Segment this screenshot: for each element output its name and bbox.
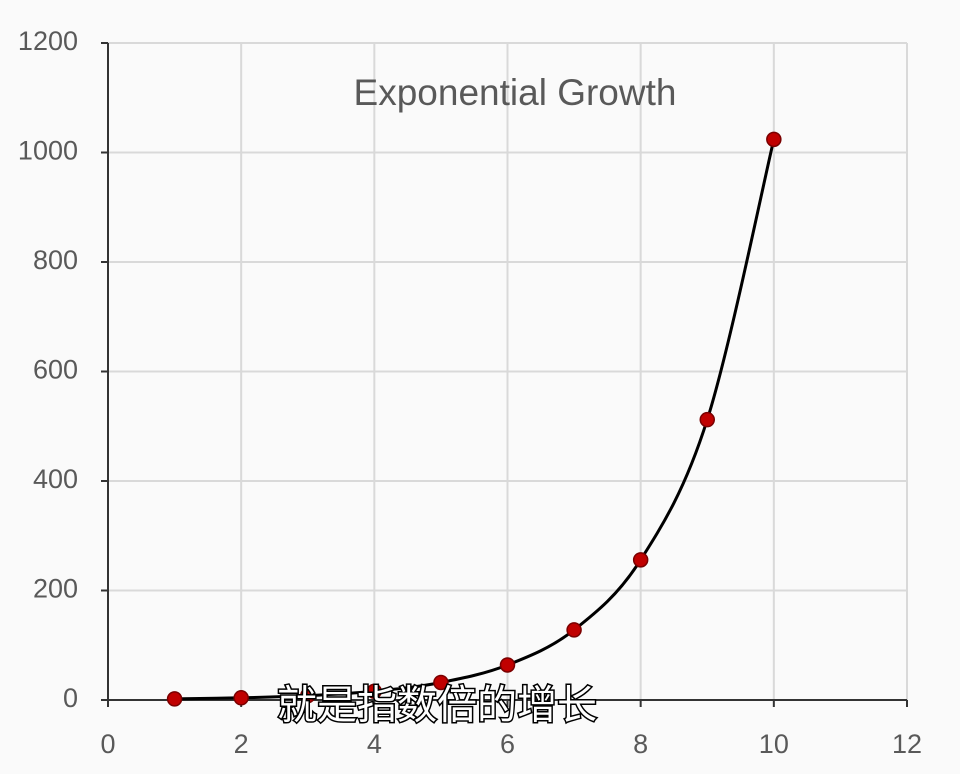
x-tick-label: 6 bbox=[500, 729, 515, 759]
chart-title: Exponential Growth bbox=[354, 72, 677, 113]
data-point bbox=[166, 691, 183, 707]
data-point bbox=[499, 657, 516, 673]
data-point bbox=[233, 690, 249, 706]
y-tick-label: 200 bbox=[33, 574, 78, 604]
data-point bbox=[300, 687, 316, 704]
y-tick-label: 0 bbox=[63, 683, 78, 713]
data-point bbox=[566, 622, 582, 638]
data-point bbox=[632, 552, 649, 568]
x-tick-label: 2 bbox=[234, 729, 249, 759]
data-point bbox=[766, 131, 782, 148]
x-tick-label: 10 bbox=[759, 729, 789, 759]
data-point bbox=[699, 411, 715, 428]
x-tick-label: 12 bbox=[892, 729, 922, 759]
labels: 0 200 400 600 800 1000 1200 0 2 4 6 8 10 12 bbox=[18, 26, 922, 759]
y-tick-label: 600 bbox=[33, 355, 78, 385]
marks bbox=[166, 131, 782, 707]
y-tick-label: 800 bbox=[33, 245, 78, 275]
grid bbox=[101, 42, 908, 707]
data-point bbox=[366, 683, 383, 699]
x-tick-label: 4 bbox=[367, 729, 382, 759]
x-tick-label: 8 bbox=[633, 729, 648, 759]
y-tick-label: 1200 bbox=[18, 26, 78, 56]
data-point bbox=[433, 674, 449, 691]
video-caption: 就是指数倍的增长 bbox=[277, 684, 597, 728]
x-tick-label: 0 bbox=[100, 729, 115, 759]
y-tick-label: 400 bbox=[33, 464, 78, 494]
y-tick-label: 1000 bbox=[18, 136, 78, 166]
